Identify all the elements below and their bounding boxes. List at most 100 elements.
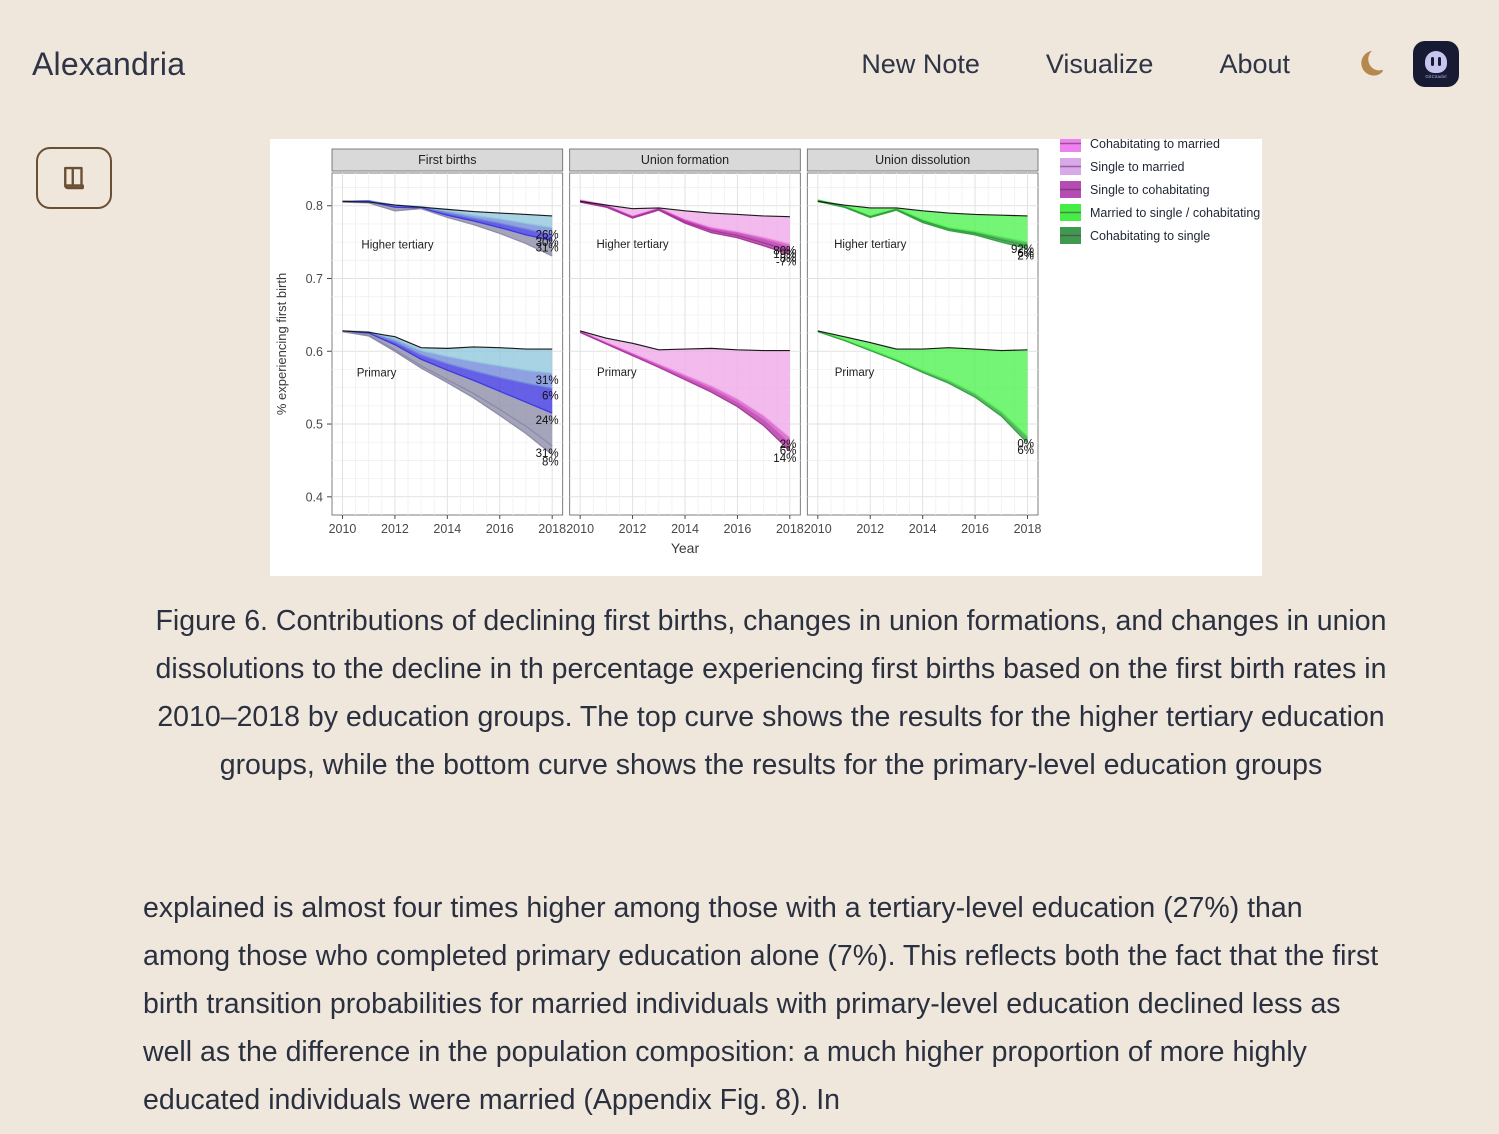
ribbon-band xyxy=(342,330,553,374)
book-icon xyxy=(64,166,84,190)
group-label: Primary xyxy=(357,368,397,380)
band-line xyxy=(580,201,791,256)
band-line xyxy=(342,330,553,456)
band-line xyxy=(342,199,553,236)
end-percent-label: 0% xyxy=(1017,438,1034,450)
band-line xyxy=(342,201,553,257)
band-line xyxy=(579,330,791,438)
avatar-label: GitCitadel xyxy=(1425,73,1447,79)
end-percent-label: 6% xyxy=(1017,248,1034,260)
baseline-line xyxy=(817,200,1028,217)
panel-title: Union dissolution xyxy=(875,153,970,167)
panel-title: First births xyxy=(418,153,476,167)
end-percent-label: 31% xyxy=(536,375,559,387)
legend-label: Cohabitating to married xyxy=(1090,139,1220,151)
band-line xyxy=(580,199,791,245)
y-tick-label: 0.5 xyxy=(306,418,323,432)
band-line xyxy=(580,200,791,252)
band-line xyxy=(580,200,791,248)
band-line xyxy=(817,200,1028,250)
x-tick-label: 2010 xyxy=(804,522,832,536)
x-tick-label: 2018 xyxy=(1014,522,1042,536)
x-tick-label: 2018 xyxy=(538,522,566,536)
x-tick-label: 2014 xyxy=(671,522,699,536)
end-percent-label: 30% xyxy=(536,237,559,249)
band-line xyxy=(817,200,1028,247)
band-line xyxy=(817,331,1028,444)
end-percent-label: 2% xyxy=(1017,251,1034,263)
x-tick-label: 2018 xyxy=(776,522,804,536)
x-tick-label: 2012 xyxy=(619,522,647,536)
legend-label: Cohabitating to single xyxy=(1090,229,1210,243)
figure-card: % experiencing first birth 0.4 0.5 0.6 0.7 0.… xyxy=(270,139,1262,576)
end-percent-label: -7% xyxy=(776,256,796,268)
end-percent-label: 8% xyxy=(780,253,797,265)
band-line xyxy=(342,330,553,447)
nav-visualize[interactable]: Visualize xyxy=(1045,48,1154,79)
avatar[interactable]: GitCitadel xyxy=(1413,41,1459,87)
y-tick-label: 0.6 xyxy=(306,345,323,359)
baseline-line xyxy=(342,330,553,350)
end-percent-label: 8% xyxy=(542,457,559,469)
book-button[interactable] xyxy=(36,147,112,209)
x-tick-label: 2010 xyxy=(566,522,594,536)
band-line xyxy=(579,331,791,452)
panel-strip xyxy=(331,148,564,172)
moon-icon[interactable] xyxy=(1345,36,1401,92)
baseline-line xyxy=(817,330,1028,352)
legend-label: Single to cohabitating xyxy=(1090,183,1210,197)
panel-strip xyxy=(569,148,801,172)
figure-6-chart: % experiencing first birth 0.4 0.5 0.6 0.7 0.… xyxy=(274,139,1260,556)
ribbon-band xyxy=(580,330,790,438)
group-label: Higher tertiary xyxy=(361,240,433,252)
ribbon-band xyxy=(817,199,1028,243)
panel-strip xyxy=(806,148,1039,172)
group-label: Primary xyxy=(835,367,875,379)
x-tick-label: 2016 xyxy=(961,522,989,536)
y-tick-label: 0.4 xyxy=(306,490,323,504)
end-percent-label: 24% xyxy=(536,415,559,427)
end-percent-label: 6% xyxy=(780,446,797,458)
end-percent-label: 6% xyxy=(542,390,559,402)
end-percent-label: 6% xyxy=(1017,445,1034,457)
group-label: Higher tertiary xyxy=(834,239,906,251)
top-navigation-bar: Alexandria New Note Visualize About GitC… xyxy=(0,0,1499,128)
x-tick-label: 2010 xyxy=(329,522,357,536)
app-brand-title[interactable]: Alexandria xyxy=(32,45,186,82)
figure-caption: Figure 6. Contributions of declining fir… xyxy=(155,605,1387,781)
x-tick-label: 2014 xyxy=(433,522,461,536)
band-line xyxy=(579,331,791,445)
baseline-line xyxy=(342,200,553,217)
x-tick-label: 2014 xyxy=(909,522,937,536)
ribbon-band xyxy=(342,330,553,389)
y-tick-label: 0.8 xyxy=(306,199,323,213)
end-percent-label: 31% xyxy=(536,448,559,460)
nav-about[interactable]: About xyxy=(1219,48,1290,79)
group-label: Primary xyxy=(597,367,637,379)
gitcitadel-logo-icon xyxy=(1425,50,1447,73)
end-percent-label: 92% xyxy=(1011,244,1034,256)
band-line xyxy=(817,330,1028,437)
y-tick-label: 0.7 xyxy=(306,272,323,286)
end-percent-label: 31% xyxy=(536,243,559,255)
left-rail xyxy=(36,147,112,209)
panel-title: Union formation xyxy=(641,153,729,167)
baseline-line xyxy=(579,330,790,352)
x-axis-title: Year xyxy=(671,540,700,556)
legend-label: Married to single / cohabitating xyxy=(1090,206,1260,220)
end-percent-label: 14% xyxy=(773,453,796,465)
nav-links: New Note Visualize About GitCitadel xyxy=(828,36,1467,92)
x-tick-label: 2012 xyxy=(856,522,884,536)
x-tick-label: 2016 xyxy=(724,522,752,536)
group-label: Higher tertiary xyxy=(596,239,668,251)
y-axis-title: % experiencing first birth xyxy=(274,273,289,415)
band-line xyxy=(342,330,553,390)
nav-new-note[interactable]: New Note xyxy=(861,48,980,79)
band-line xyxy=(817,199,1028,243)
end-percent-label: 19% xyxy=(773,249,796,261)
x-tick-label: 2012 xyxy=(381,522,409,536)
baseline-line xyxy=(580,200,790,218)
end-percent-label: 2% xyxy=(780,439,797,451)
legend-swatch xyxy=(1060,139,1081,152)
end-percent-label: 26% xyxy=(536,230,559,242)
